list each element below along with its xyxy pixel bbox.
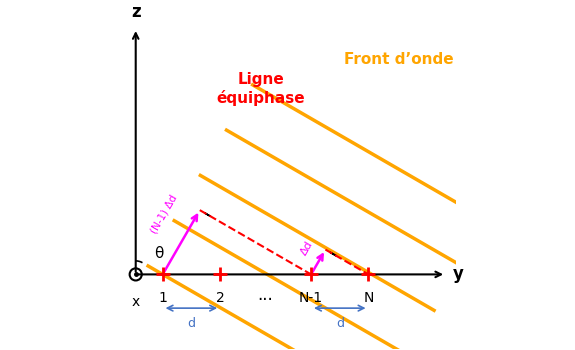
Text: Ligne
équiphase: Ligne équiphase — [216, 72, 305, 106]
Text: (N-1) Δd: (N-1) Δd — [150, 193, 179, 236]
Text: d: d — [336, 316, 344, 330]
Text: y: y — [453, 265, 463, 284]
Text: 2: 2 — [216, 291, 224, 305]
Text: 1: 1 — [158, 291, 167, 305]
Text: z: z — [131, 4, 140, 21]
Text: Δd: Δd — [299, 239, 315, 257]
Text: θ: θ — [154, 246, 164, 261]
Text: ···: ··· — [258, 291, 274, 309]
Text: Front d’onde: Front d’onde — [344, 52, 454, 67]
Text: N: N — [363, 291, 374, 305]
Text: x: x — [132, 295, 140, 309]
Text: N-1: N-1 — [299, 291, 323, 305]
Text: d: d — [187, 316, 196, 330]
